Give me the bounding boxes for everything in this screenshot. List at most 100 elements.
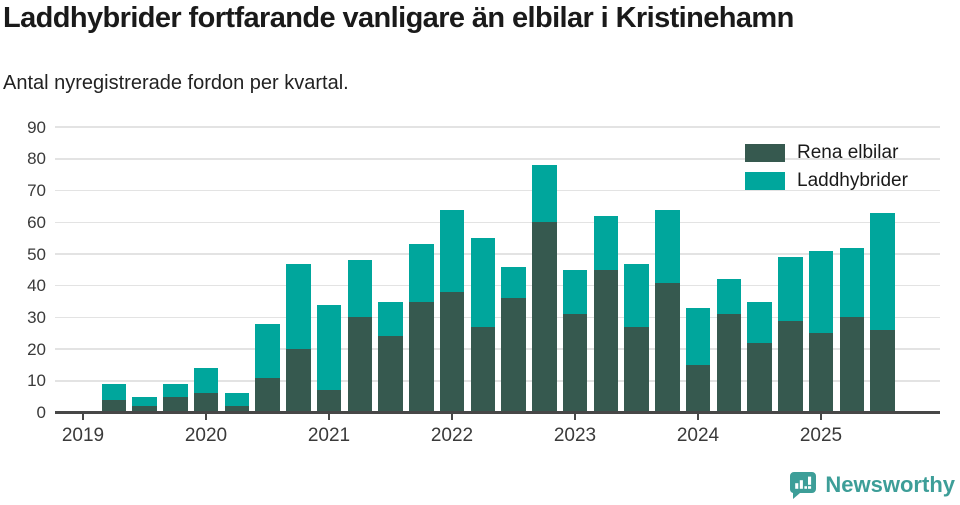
bar-segment-laddhybrider <box>255 323 280 378</box>
legend-item-laddhybrider: Laddhybrider <box>745 170 908 192</box>
bar-segment-laddhybrider <box>409 244 434 302</box>
gridline <box>55 253 940 255</box>
bar-segment-laddhybrider <box>624 263 649 327</box>
gridline <box>55 126 940 128</box>
x-axis-year-label: 2022 <box>430 424 474 446</box>
bar-segment-rena-elbilar <box>163 396 188 413</box>
bar-segment-rena-elbilar <box>870 330 895 413</box>
bar-segment-rena-elbilar <box>101 399 126 413</box>
legend-item-rena-elbilar: Rena elbilar <box>745 142 908 164</box>
bar-segment-laddhybrider <box>716 279 741 315</box>
y-axis-tick-label: 30 <box>27 307 46 327</box>
bar-segment-rena-elbilar <box>193 393 219 413</box>
bar-segment-rena-elbilar <box>255 377 280 413</box>
bar-segment-rena-elbilar <box>316 390 342 413</box>
bar-segment-laddhybrider <box>286 263 311 350</box>
bar-segment-laddhybrider <box>593 215 618 270</box>
bar-segment-rena-elbilar <box>347 317 372 413</box>
bar-segment-rena-elbilar <box>409 301 434 413</box>
x-axis-year-label: 2023 <box>553 424 597 446</box>
x-axis-year-label: 2024 <box>676 424 720 446</box>
gridline <box>55 316 940 319</box>
bar-segment-laddhybrider <box>101 383 126 400</box>
x-axis-tick <box>328 413 330 420</box>
x-axis-year-label: 2020 <box>184 424 228 446</box>
y-axis-tick-label: 90 <box>27 117 46 137</box>
newsworthy-branding: Newsworthy <box>788 470 955 500</box>
bar-segment-laddhybrider <box>870 212 895 331</box>
x-axis-tick <box>697 413 699 420</box>
legend-swatch-rena-elbilar <box>745 144 785 162</box>
bar-segment-laddhybrider <box>747 301 772 343</box>
bar-segment-laddhybrider <box>655 209 680 283</box>
bar-segment-laddhybrider <box>562 269 588 315</box>
bar-segment-laddhybrider <box>439 209 465 293</box>
gridline <box>55 348 940 350</box>
y-axis-tick-label: 80 <box>27 149 46 169</box>
bar-chart-speech-bubble-icon <box>790 472 817 499</box>
bar-segment-laddhybrider <box>193 368 219 394</box>
bar-segment-rena-elbilar <box>132 406 157 413</box>
bar-segment-laddhybrider <box>224 393 249 407</box>
bar-segment-laddhybrider <box>347 260 372 318</box>
bar-segment-laddhybrider <box>532 165 557 223</box>
gridline <box>55 158 940 160</box>
legend-swatch-laddhybrider <box>745 172 785 190</box>
y-axis-tick-label: 50 <box>27 244 46 264</box>
legend-label-rena-elbilar: Rena elbilar <box>797 142 899 163</box>
bar-segment-laddhybrider <box>808 250 834 334</box>
y-axis-tick-label: 40 <box>27 276 46 296</box>
bar-segment-laddhybrider <box>163 383 188 397</box>
gridline <box>55 189 940 192</box>
bar-segment-rena-elbilar <box>685 364 711 413</box>
bar-segment-rena-elbilar <box>562 314 588 413</box>
chart-legend: Rena elbilar Laddhybrider <box>745 142 908 198</box>
x-axis-tick <box>574 413 576 420</box>
bar-segment-laddhybrider <box>132 396 157 407</box>
brand-wordmark: Newsworthy <box>825 472 955 497</box>
bar-segment-laddhybrider <box>778 257 803 321</box>
chart-title: Laddhybrider fortfarande vanligare än el… <box>3 2 794 34</box>
bar-segment-laddhybrider <box>685 307 711 365</box>
bar-segment-rena-elbilar <box>439 292 465 413</box>
bar-segment-laddhybrider <box>378 301 403 337</box>
chart-subtitle: Antal nyregistrerade fordon per kvartal. <box>3 72 349 94</box>
bar-segment-rena-elbilar <box>501 298 526 413</box>
x-axis-year-label: 2025 <box>799 424 843 446</box>
x-axis-tick <box>451 413 453 420</box>
bar-segment-rena-elbilar <box>286 349 311 413</box>
bar-segment-rena-elbilar <box>624 326 649 413</box>
y-axis-tick-label: 20 <box>27 339 46 359</box>
gridline <box>55 221 940 224</box>
legend-label-laddhybrider: Laddhybrider <box>797 170 908 191</box>
x-axis-tick <box>205 413 207 420</box>
gridline <box>55 284 940 287</box>
x-axis-year-label: 2021 <box>307 424 351 446</box>
bar-segment-rena-elbilar <box>778 320 803 413</box>
bar-segment-rena-elbilar <box>655 282 680 413</box>
bar-segment-rena-elbilar <box>839 317 864 413</box>
bar-segment-rena-elbilar <box>224 406 249 413</box>
x-axis-line <box>55 411 940 414</box>
bar-segment-rena-elbilar <box>747 342 772 413</box>
bar-segment-rena-elbilar <box>470 326 495 413</box>
bar-segment-rena-elbilar <box>716 314 741 413</box>
x-axis-tick <box>82 413 84 420</box>
bar-segment-laddhybrider <box>470 238 495 327</box>
bar-segment-laddhybrider <box>501 266 526 299</box>
gridline <box>55 380 940 382</box>
y-axis-tick-label: 0 <box>36 403 46 422</box>
x-axis-year-label: 2019 <box>61 424 105 446</box>
x-axis-tick <box>820 413 822 420</box>
bar-segment-rena-elbilar <box>378 336 403 413</box>
y-axis-tick-label: 10 <box>27 371 46 391</box>
bar-segment-rena-elbilar <box>593 269 618 413</box>
bar-segment-rena-elbilar <box>808 333 834 413</box>
bar-segment-rena-elbilar <box>532 222 557 413</box>
bar-segment-laddhybrider <box>316 304 342 391</box>
y-axis-tick-label: 60 <box>27 212 46 232</box>
y-axis-tick-label: 70 <box>27 181 46 201</box>
bar-segment-laddhybrider <box>839 247 864 318</box>
